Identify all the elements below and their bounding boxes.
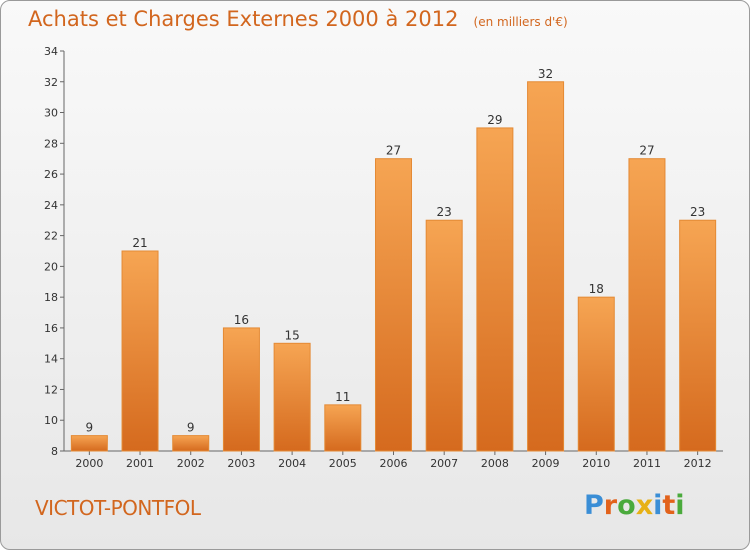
brand-letter: i [653, 490, 663, 521]
brand-letter: i [675, 490, 685, 521]
bar-value-label: 11 [335, 390, 350, 404]
y-tick-label: 10 [44, 414, 58, 427]
x-tick-label: 2000 [75, 457, 103, 470]
bar [577, 296, 615, 452]
y-tick-label: 20 [44, 260, 58, 273]
y-tick-label: 14 [44, 353, 58, 366]
x-tick-label: 2002 [177, 457, 205, 470]
brand-letter: t [662, 490, 676, 521]
bar-value-label: 27 [639, 144, 654, 158]
y-tick-label: 12 [44, 383, 58, 396]
bar-value-label: 32 [538, 67, 553, 81]
bar [527, 81, 565, 452]
bar [70, 435, 108, 452]
x-tick-label: 2011 [633, 457, 661, 470]
commune-name: VICTOT-PONTFOL [35, 496, 201, 520]
bar-value-label: 9 [86, 421, 94, 435]
x-tick-label: 2008 [481, 457, 509, 470]
y-tick-label: 32 [44, 76, 58, 89]
title-row: Achats et Charges Externes 2000 à 2012 (… [28, 7, 568, 31]
x-tick-label: 2001 [126, 457, 154, 470]
x-tick-label: 2012 [684, 457, 712, 470]
bar [628, 158, 666, 452]
bar-value-label: 21 [132, 236, 147, 250]
brand-letter: o [617, 490, 636, 521]
y-tick-label: 30 [44, 107, 58, 120]
bar-value-label: 18 [589, 282, 604, 296]
brand-letter: r [603, 490, 618, 521]
y-tick-label: 8 [51, 445, 58, 458]
bars [70, 81, 717, 452]
x-tick-label: 2003 [227, 457, 255, 470]
bar [121, 250, 159, 452]
bar [222, 327, 260, 452]
x-tick-label: 2006 [380, 457, 408, 470]
y-tick-label: 28 [44, 137, 58, 150]
chart-subtitle: (en milliers d'€) [473, 15, 568, 29]
x-tick-label: 2005 [329, 457, 357, 470]
bar-value-label: 23 [690, 205, 705, 219]
bar [375, 158, 412, 452]
bar [679, 219, 717, 452]
bar-value-label: 9 [187, 421, 195, 435]
x-tick-label: 2009 [532, 457, 560, 470]
labels: 9 2000 21 2001 9 2002 16 2003 15 2004 11 2005 27 2006… [75, 67, 711, 470]
y-tick-label: 22 [44, 230, 58, 243]
bar [425, 219, 463, 452]
bar [273, 342, 311, 452]
bar-value-label: 23 [437, 205, 452, 219]
proxiti-logo: Proxiti [584, 490, 685, 521]
x-tick-label: 2004 [278, 457, 306, 470]
bar [324, 404, 362, 452]
y-tick-label: 16 [44, 322, 58, 335]
bar-value-label: 29 [487, 113, 502, 127]
chart-title: Achats et Charges Externes 2000 à 2012 [28, 7, 459, 31]
brand-letter: x [635, 490, 654, 521]
bar-value-label: 16 [234, 313, 249, 327]
y-tick-label: 18 [44, 291, 58, 304]
brand-letter: P [584, 490, 604, 521]
bar [476, 127, 514, 452]
y-tick-label: 24 [44, 199, 58, 212]
y-tick-label: 26 [44, 168, 58, 181]
bar-value-label: 27 [386, 144, 401, 158]
bar [172, 435, 210, 452]
x-tick-label: 2007 [430, 457, 458, 470]
bar-value-label: 15 [284, 328, 299, 342]
x-tick-label: 2010 [582, 457, 610, 470]
y-tick-label: 34 [44, 45, 58, 58]
